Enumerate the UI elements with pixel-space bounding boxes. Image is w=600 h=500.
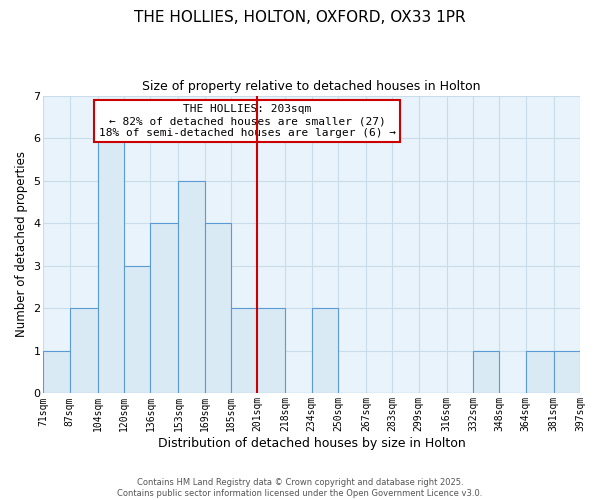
Bar bbox=[231, 308, 257, 394]
Text: Contains HM Land Registry data © Crown copyright and database right 2025.
Contai: Contains HM Land Registry data © Crown c… bbox=[118, 478, 482, 498]
Bar bbox=[473, 351, 499, 394]
Bar bbox=[526, 351, 554, 394]
Y-axis label: Number of detached properties: Number of detached properties bbox=[15, 152, 28, 338]
Text: THE HOLLIES, HOLTON, OXFORD, OX33 1PR: THE HOLLIES, HOLTON, OXFORD, OX33 1PR bbox=[134, 10, 466, 25]
Text: THE HOLLIES: 203sqm
← 82% of detached houses are smaller (27)
18% of semi-detach: THE HOLLIES: 203sqm ← 82% of detached ho… bbox=[99, 104, 396, 138]
Bar bbox=[151, 223, 178, 394]
Bar bbox=[312, 308, 338, 394]
X-axis label: Distribution of detached houses by size in Holton: Distribution of detached houses by size … bbox=[158, 437, 466, 450]
Bar bbox=[43, 351, 70, 394]
Bar bbox=[178, 180, 205, 394]
Title: Size of property relative to detached houses in Holton: Size of property relative to detached ho… bbox=[142, 80, 481, 93]
Bar bbox=[554, 351, 580, 394]
Bar bbox=[257, 308, 286, 394]
Bar bbox=[124, 266, 151, 394]
Bar bbox=[205, 223, 231, 394]
Bar bbox=[70, 308, 98, 394]
Bar bbox=[98, 138, 124, 394]
